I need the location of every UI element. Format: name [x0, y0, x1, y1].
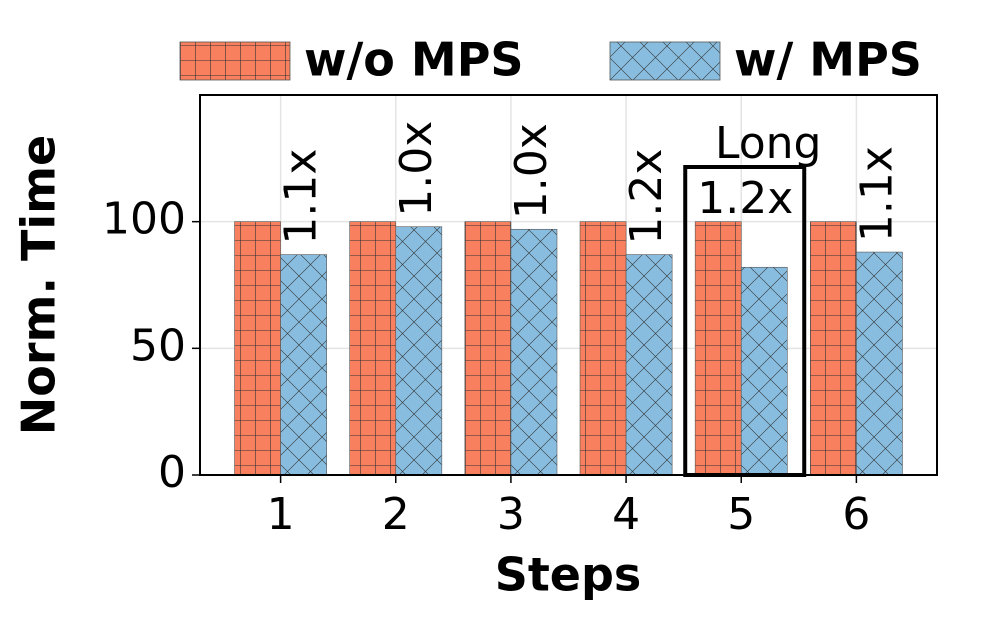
- bar: [856, 251, 903, 476]
- bar: [694, 221, 742, 476]
- bar: [510, 228, 558, 476]
- legend-swatch: [179, 41, 291, 81]
- bar: [349, 221, 397, 476]
- x-tick-label: 1: [267, 489, 295, 540]
- annotation: 1.1x: [851, 146, 902, 242]
- annotation: 1.1x: [276, 149, 327, 245]
- bar: [234, 221, 281, 476]
- annotation: 1.2x: [621, 149, 672, 245]
- y-tick-label: 0: [158, 447, 186, 498]
- annotation: 1.0x: [506, 123, 557, 219]
- x-tick-label: 2: [382, 489, 410, 540]
- bar: [395, 226, 443, 476]
- annotation: 1.0x: [391, 121, 442, 217]
- highlight-label: Long: [715, 118, 821, 169]
- y-tick-label: 50: [130, 320, 186, 371]
- y-tick-label: 100: [102, 194, 186, 245]
- bar: [625, 254, 673, 476]
- plot-frame: [199, 94, 938, 476]
- bar: [810, 221, 857, 476]
- bar: [740, 266, 788, 476]
- x-axis-label: Steps: [495, 548, 642, 602]
- x-tick-label: 3: [497, 489, 525, 540]
- x-tick-label: 4: [612, 489, 640, 540]
- legend-label: w/o MPS: [304, 33, 524, 87]
- x-tick-label: 5: [727, 489, 755, 540]
- annotation: 1.2x: [697, 173, 793, 224]
- legend-label: w/ MPS: [734, 33, 922, 87]
- x-tick-label: 6: [842, 489, 870, 540]
- y-axis-label: Norm. Time: [12, 135, 66, 435]
- bar: [579, 221, 627, 476]
- bar: [280, 254, 327, 476]
- legend-swatch: [609, 41, 721, 81]
- bar: [464, 221, 512, 476]
